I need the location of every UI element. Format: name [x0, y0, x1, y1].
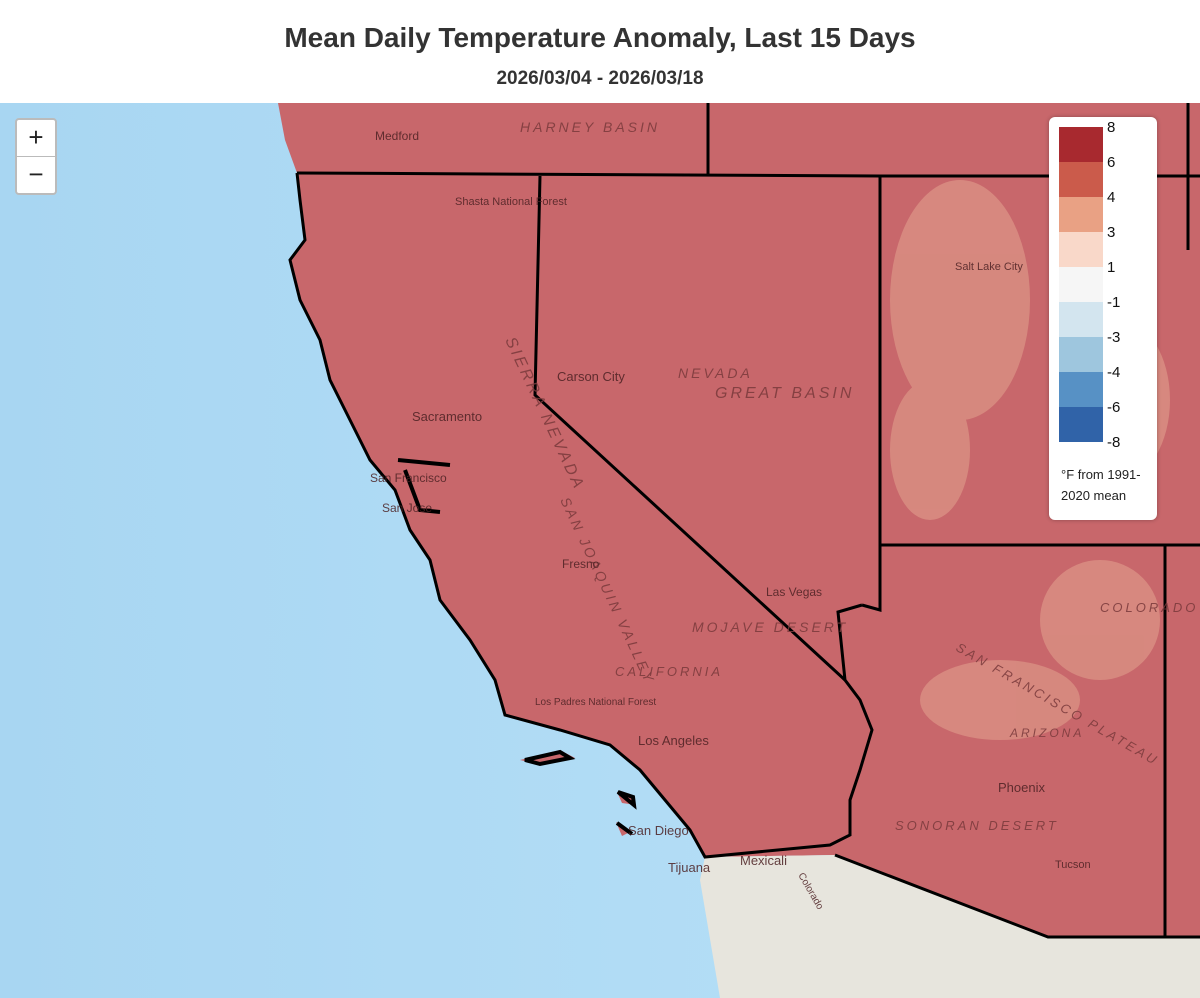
- legend-swatch: [1059, 372, 1103, 407]
- state-borders: [288, 103, 1200, 939]
- map: Medford HARNEY BASIN Shasta National Fores…: [0, 103, 1200, 998]
- legend-swatch: [1059, 337, 1103, 372]
- place-label: Las Vegas: [766, 585, 822, 599]
- legend-label: -6: [1107, 399, 1120, 416]
- place-label: Tijuana: [668, 860, 711, 875]
- header: Mean Daily Temperature Anomaly, Last 15 …: [0, 0, 1200, 103]
- legend-swatch: [1059, 197, 1103, 232]
- region-label: GREAT BASIN: [715, 385, 854, 402]
- legend-label: -8: [1107, 434, 1120, 451]
- region-label: HARNEY BASIN: [520, 119, 660, 135]
- place-label: Phoenix: [998, 780, 1045, 795]
- legend-label: 3: [1107, 224, 1115, 241]
- legend-swatch: [1059, 162, 1103, 197]
- place-label: Mexicali: [740, 853, 787, 868]
- place-label: Fresno: [562, 557, 600, 571]
- legend-label: 8: [1107, 119, 1115, 136]
- region-label: SONORAN DESERT: [895, 818, 1059, 833]
- legend-scale: 8 6 4 3 1 -1 -3 -4 -6 -8: [1059, 119, 1120, 451]
- legend-swatch: [1059, 407, 1103, 442]
- legend-note: °F from 1991-2020 mean: [1061, 467, 1141, 503]
- place-label: Tucson: [1055, 859, 1091, 871]
- place-label: San Francisco: [370, 471, 447, 485]
- place-label: Carson City: [557, 369, 625, 384]
- zoom-out-button[interactable]: −: [15, 157, 57, 195]
- region-label: COLORADO PLATEAU: [1100, 600, 1200, 615]
- place-label: Los Angeles: [638, 733, 709, 748]
- legend-swatch: [1059, 232, 1103, 267]
- place-label: San Diego: [628, 823, 689, 838]
- region-label: NEVADA: [678, 365, 753, 381]
- region-label: ARIZONA: [1009, 726, 1084, 740]
- legend-label: -4: [1107, 364, 1120, 381]
- place-label: Salt Lake City: [955, 261, 1023, 273]
- legend: 8 6 4 3 1 -1 -3 -4 -6 -8 °F from 1991-2020 mean: [1049, 117, 1157, 520]
- legend-label: -3: [1107, 329, 1120, 346]
- legend-swatch: [1059, 302, 1103, 337]
- place-label: Los Padres National Forest: [535, 697, 656, 708]
- place-label: San Jose: [382, 501, 432, 515]
- region-label: MOJAVE DESERT: [692, 619, 848, 635]
- legend-swatch: [1059, 267, 1103, 302]
- legend-label: -1: [1107, 294, 1120, 311]
- legend-label: 4: [1107, 189, 1115, 206]
- place-label: Sacramento: [412, 409, 482, 424]
- legend-label: 1: [1107, 259, 1115, 276]
- zoom-in-button[interactable]: +: [15, 118, 57, 158]
- map-title: Mean Daily Temperature Anomaly, Last 15 …: [284, 22, 916, 53]
- place-label: Shasta National Forest: [455, 196, 567, 208]
- legend-swatch: [1059, 127, 1103, 162]
- mexico: [700, 855, 1200, 998]
- legend-label: 6: [1107, 154, 1115, 171]
- place-label: Medford: [375, 129, 419, 143]
- region-label: CALIFORNIA: [615, 664, 723, 679]
- map-subtitle: 2026/03/04 - 2026/03/18: [496, 68, 704, 89]
